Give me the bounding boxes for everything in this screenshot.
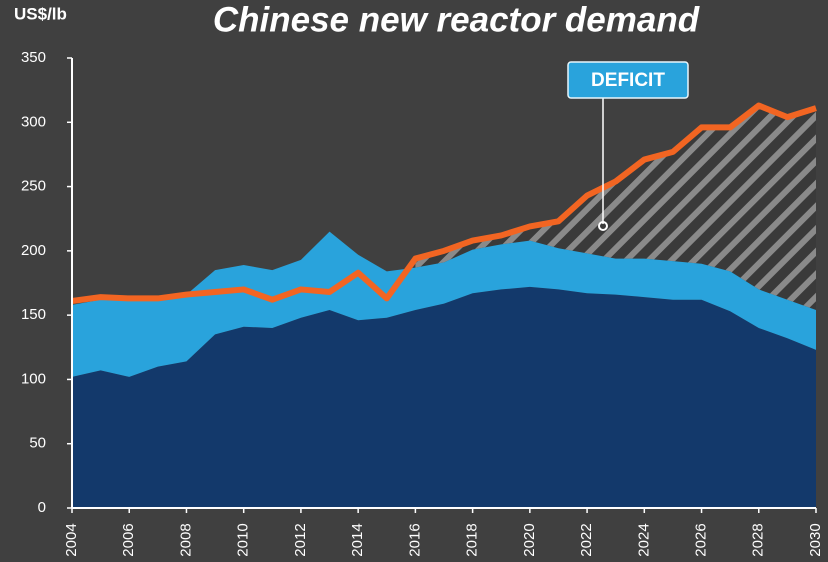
y-tick-label: 50 <box>29 435 46 452</box>
x-tick-label: 2016 <box>406 523 423 556</box>
x-tick-label: 2010 <box>235 523 252 556</box>
y-tick-label: 100 <box>21 370 46 387</box>
y-tick-label: 300 <box>21 113 46 130</box>
demand-line <box>71 102 817 304</box>
annotation: DEFICIT <box>591 70 665 91</box>
area-layer <box>72 286 816 508</box>
x-tick-label: 2008 <box>177 523 194 556</box>
y-tick-label: 350 <box>21 49 46 66</box>
x-tick-label: 2018 <box>464 523 481 556</box>
x-tick-label: 2020 <box>521 523 538 556</box>
x-tick-label: 2022 <box>578 523 595 556</box>
chart-title: Chinese new reactor demand <box>213 0 700 39</box>
y-tick-label: 250 <box>21 178 46 195</box>
annotation-dot <box>598 221 608 231</box>
annotation-box <box>567 61 689 99</box>
deficit-hatch <box>415 105 816 310</box>
x-tick-label: 2026 <box>693 523 710 556</box>
y-axis-label: US$/lb <box>14 4 67 23</box>
x-tick-label: 2014 <box>349 523 366 556</box>
x-tick-label: 2024 <box>635 523 652 556</box>
x-tick-label: 2030 <box>807 523 824 556</box>
x-tick-label: 2028 <box>750 523 767 556</box>
area-layer <box>72 231 816 377</box>
y-tick-label: 200 <box>21 242 46 259</box>
x-tick-label: 2012 <box>292 523 309 556</box>
x-tick-label: 2006 <box>120 523 137 556</box>
x-tick-label: 2004 <box>63 523 80 556</box>
y-tick-label: 150 <box>21 306 46 323</box>
y-tick-label: 0 <box>38 499 46 516</box>
plot-area: 0 50 100 150 200 250 300 350 2004 2006 2008 2010 201… <box>21 49 824 557</box>
